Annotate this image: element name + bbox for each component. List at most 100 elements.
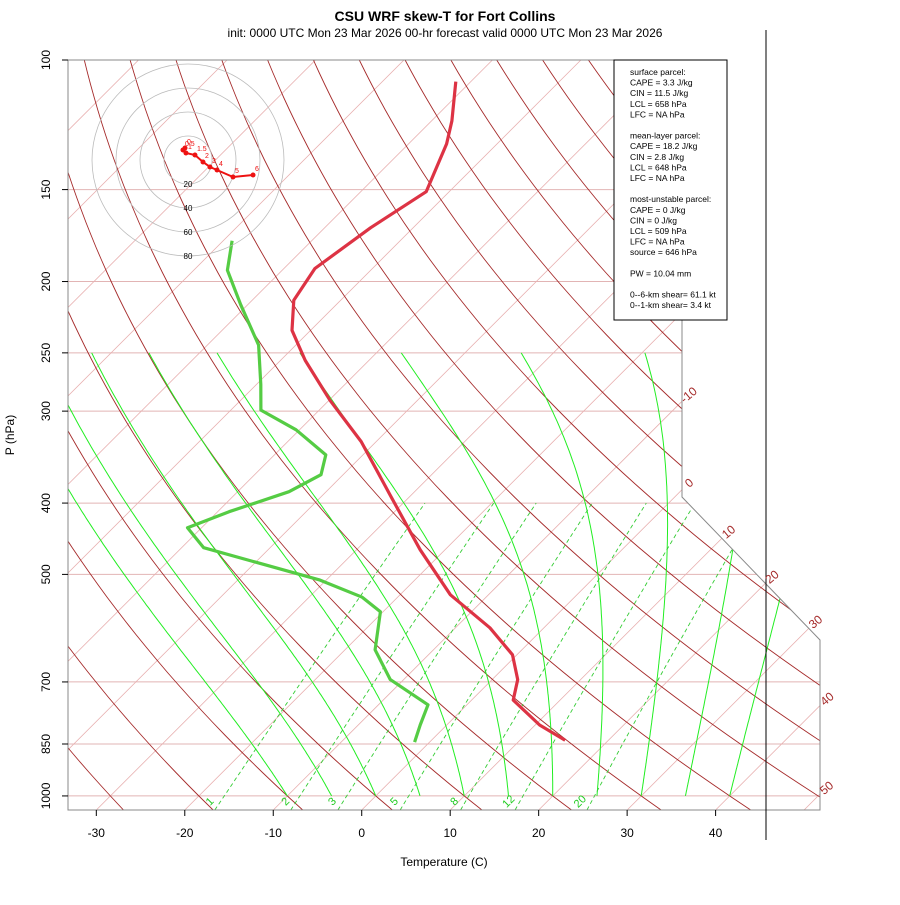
info-box [613,59,728,321]
info-line: CAPE = 18.2 J/kg [630,141,698,151]
y-tick-label: 200 [39,271,53,291]
isotherm [626,60,820,810]
profile-line [185,240,430,743]
x-tick-label: -30 [88,826,106,840]
dry-adiabat [68,60,393,810]
isotherm [68,60,228,810]
moist-adiabat [520,352,604,796]
x-tick-label: -20 [176,826,194,840]
hodograph-point-label: 4 [219,161,223,168]
info-line: 0--6-km shear= 61.1 kt [630,290,716,300]
y-tick-label: 850 [39,734,53,754]
hodograph-point [230,174,236,180]
x-tick-label: 40 [709,826,723,840]
hodograph-point-label: 0 [187,139,191,146]
hodograph-point-label: 5 [235,168,239,175]
y-tick-label: 300 [39,401,53,421]
hodograph-point [183,150,189,156]
x-tick-label: -10 [265,826,283,840]
y-tick-label: 500 [39,564,53,584]
info-line: LCL = 509 hPa [630,226,687,236]
mixing-ratio-line [460,502,647,810]
hodograph-point-label: 1.5 [197,146,207,153]
dry-adiabat [68,60,214,810]
mixing-ratio-line [399,502,593,810]
y-tick-label: 250 [39,343,53,363]
info-line: CAPE = 3.3 J/kg [630,78,693,88]
moist-adiabat [68,352,288,797]
dry-adiabat [312,60,820,810]
dry-adiabat [175,60,820,810]
hodograph-point [200,159,206,165]
info-line: LCL = 658 hPa [630,99,687,109]
y-tick-label: 100 [39,50,53,70]
info-line: source = 646 hPa [630,247,697,257]
info-line: CIN = 11.5 J/kg [630,88,688,98]
moist-adiabat [400,352,554,796]
info-line: LFC = NA hPa [630,237,685,247]
dry-adiabat [129,60,751,810]
info-line: LFC = NA hPa [630,109,685,119]
info-line: most-unstable parcel: [630,194,711,204]
x-tick-label: 10 [444,826,458,840]
info-line: LCL = 648 hPa [630,162,687,172]
x-axis-label: Temperature (C) [400,855,487,869]
hodograph-point [192,152,198,158]
info-line: 0--1-km shear= 3.4 kt [630,300,712,310]
isotherm [68,60,670,810]
x-tick-label: 20 [532,826,546,840]
info-line: mean-layer parcel: [630,131,700,141]
hodograph-point-label: 3 [212,158,216,165]
dry-adiabat [358,60,820,810]
hodograph-point [207,164,213,170]
info-line: CIN = 2.8 J/kg [630,152,684,162]
isotherm [68,60,493,810]
isotherm [449,60,820,810]
info-line: CIN = 0 J/kg [630,215,677,225]
info-line: PW = 10.04 mm [630,268,691,278]
hodograph-ring [91,63,285,257]
mixing-ratio-line [514,502,696,810]
background-lines [68,60,820,810]
hodograph-point-label: 1 [188,144,192,151]
moist-adiabat [640,352,669,796]
moist-adiabat [148,352,421,797]
moist-adiabat [68,352,333,797]
dry-adiabat [68,60,304,810]
moist-adiabat [299,352,509,796]
hodograph-ring-label: 80 [184,252,193,261]
y-tick-label: 400 [39,493,53,513]
y-tick-label: 700 [39,672,53,692]
info-line: CAPE = 0 J/kg [630,205,686,215]
hodograph-ring-label: 60 [184,228,193,237]
hodograph-ring [139,111,237,209]
hodograph-point [214,167,220,173]
hodograph-point [250,172,256,178]
hodograph-point-label: 0.5 [185,141,195,148]
hodograph-ring [115,87,261,233]
isotherm [68,60,582,810]
chart-subtitle: init: 0000 UTC Mon 23 Mar 2026 00-hr for… [228,26,663,40]
x-tick-label: 30 [620,826,634,840]
dry-adiabat [83,60,662,810]
hodograph-point-label: 2 [205,153,209,160]
hodograph-ring [163,135,213,185]
dry-adiabat [496,60,820,810]
dry-adiabat [267,60,820,810]
hodograph-point-label: 6 [255,166,259,173]
info-line: LFC = NA hPa [630,173,685,183]
isotherm [68,60,316,810]
info-line: surface parcel: [630,67,686,77]
hodograph-ring-label: 40 [184,204,193,213]
profile-line [290,81,566,742]
x-tick-label: 0 [358,826,365,840]
mixing-ratio-line [290,502,495,810]
mixing-ratio-line [586,502,760,810]
hodograph-ring-label: 20 [184,180,193,189]
y-tick-label: 1000 [39,782,53,809]
y-tick-label: 150 [39,179,53,199]
mixing-ratio-line [214,502,426,810]
isotherm [68,60,405,810]
